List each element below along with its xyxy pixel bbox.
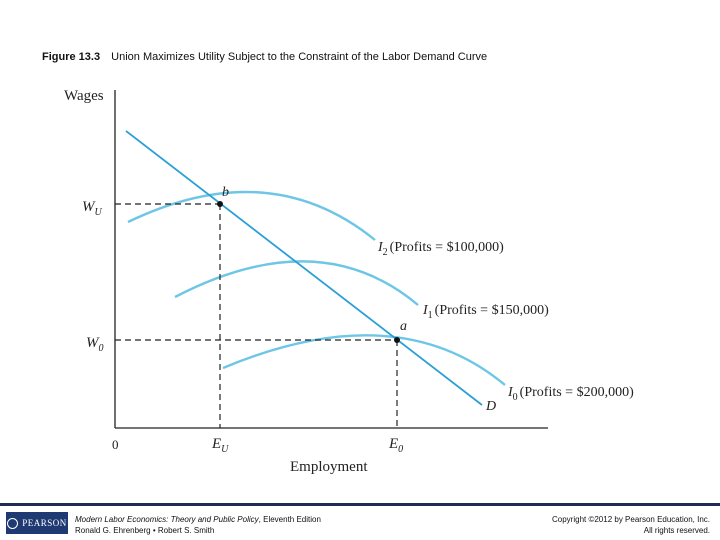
rights-line: All rights reserved.: [643, 526, 710, 535]
point-label-b: b: [222, 185, 229, 200]
logo-text: PEARSON: [22, 518, 67, 528]
pearson-logo: PEARSON: [6, 512, 68, 534]
point-label-a: a: [400, 319, 407, 334]
union-utility-diagram: Wages Employment 0 WU W0 EU E0 b a D I2(…: [64, 88, 634, 475]
figure-number: Figure 13.3: [42, 51, 101, 63]
wage-label-w0: W0: [86, 335, 104, 354]
wage-label-wu: WU: [82, 199, 103, 218]
curve-label-i0: I0 (Profits = $200,000): [507, 385, 634, 403]
copyright-line: Copyright ©2012 by Pearson Education, In…: [552, 515, 710, 524]
curve-label-i2: I2 (Profits = $100,000): [377, 240, 504, 258]
figure-caption: Union Maximizes Utility Subject to the C…: [111, 51, 488, 63]
origin-label: 0: [112, 437, 119, 452]
book-citation: Modern Labor Economics: Theory and Publi…: [75, 514, 321, 536]
employment-label-e0: E0: [388, 436, 403, 455]
curve-label-i1: I1 (Profits = $150,000): [422, 303, 549, 321]
x-axis-label: Employment: [290, 459, 368, 475]
copyright-notice: Copyright ©2012 by Pearson Education, In…: [552, 514, 710, 536]
footer-divider: [0, 503, 720, 506]
employment-label-eu: EU: [211, 436, 229, 455]
indifference-curve-i0: [222, 334, 506, 386]
y-axis-label: Wages: [64, 88, 104, 104]
point-a: [394, 337, 400, 343]
indifference-curve-i1: [174, 260, 419, 306]
indifference-curve-i2: [127, 190, 376, 241]
pearson-mark-icon: [7, 517, 19, 529]
point-b: [217, 201, 223, 207]
labor-demand-curve: [125, 130, 483, 406]
book-edition: , Eleventh Edition: [258, 515, 321, 524]
figure-title: Figure 13.3 Union Maximizes Utility Subj…: [42, 51, 487, 63]
demand-label: D: [485, 399, 496, 414]
book-authors: Ronald G. Ehrenberg • Robert S. Smith: [75, 526, 215, 535]
book-title: Modern Labor Economics: Theory and Publi…: [75, 515, 259, 524]
